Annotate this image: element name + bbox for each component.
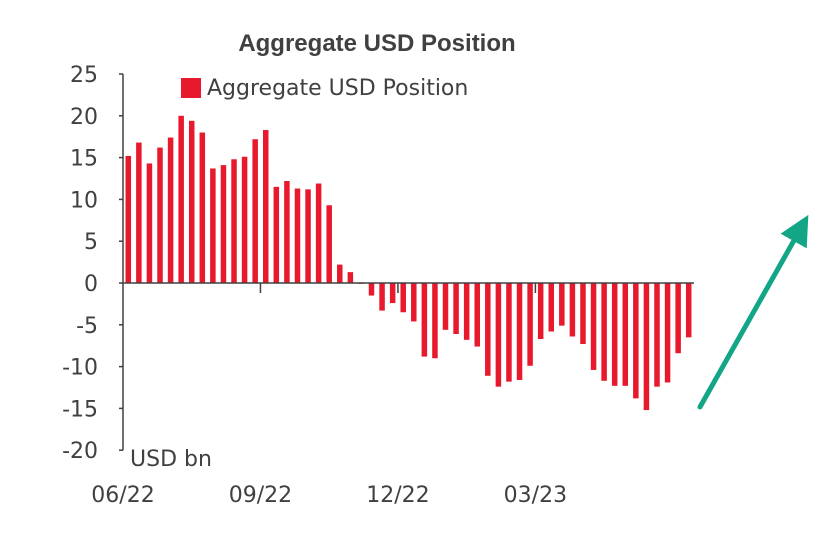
bar [411,283,417,322]
bar [146,163,153,283]
bar [136,142,142,283]
y-axis-unit-label: USD bn [130,447,212,472]
legend-label: Aggregate USD Position [207,76,468,101]
y-axis-ticks: 25 20 15 10 5 0 -5 -10 -15 -20 [62,63,123,464]
bars [125,115,692,411]
bar [326,205,332,283]
chart-title: Aggregate USD Position [238,30,515,57]
x-axis-ticks: 06/22 09/22 12/22 03/23 [91,283,567,508]
bar [210,168,216,283]
bar [337,264,343,283]
bar [273,186,280,283]
bar [379,283,385,311]
bar [294,188,301,283]
bar [167,137,174,283]
y-tick-label: 10 [70,188,98,213]
y-tick-label: -5 [76,314,98,339]
legend-swatch [181,78,201,98]
y-tick-label: 5 [84,230,98,255]
bar [685,283,692,338]
bar [580,283,586,345]
bar [199,132,206,283]
bar [220,165,227,283]
bar [389,283,396,304]
bar [421,283,428,357]
bar [611,283,618,386]
bar [622,283,629,386]
bar [125,155,132,283]
y-tick-label: -20 [62,439,98,464]
bar [548,283,554,332]
bar [400,283,406,313]
bar [315,183,322,283]
bar [590,283,597,370]
bar [527,283,533,366]
bar [664,283,671,383]
bar [241,156,248,283]
bar [601,283,607,381]
bar [559,283,565,326]
bar [675,283,681,354]
bar [157,147,163,283]
y-tick-label: 20 [70,105,98,130]
bar [442,283,449,330]
bar [643,283,650,411]
bar [516,283,523,380]
bar [485,283,491,376]
bar [432,283,438,359]
bar [263,130,269,283]
bar [284,181,290,283]
bar [474,283,480,347]
bar [178,115,184,283]
y-tick-label: 15 [70,147,98,172]
bar [506,283,512,382]
y-tick-label: -10 [62,356,98,381]
y-tick-label: 25 [70,63,98,88]
bar [463,283,470,340]
x-tick-label: 12/22 [366,483,429,508]
bar [537,283,544,340]
bar [252,139,258,283]
bar [654,283,660,387]
y-tick-label: -15 [62,397,98,422]
bar [495,283,502,387]
x-tick-label: 03/23 [504,483,567,508]
bar [368,283,375,296]
axes [122,74,694,451]
bar [633,283,639,399]
x-tick-label: 06/22 [91,483,154,508]
x-tick-label: 09/22 [229,483,292,508]
up-arrow-icon [697,214,809,410]
y-tick-label: 0 [84,272,98,297]
bar [305,189,311,283]
bar [188,120,195,283]
bar [453,283,459,334]
bar [347,272,354,283]
bar [231,159,237,283]
bar [569,283,576,337]
